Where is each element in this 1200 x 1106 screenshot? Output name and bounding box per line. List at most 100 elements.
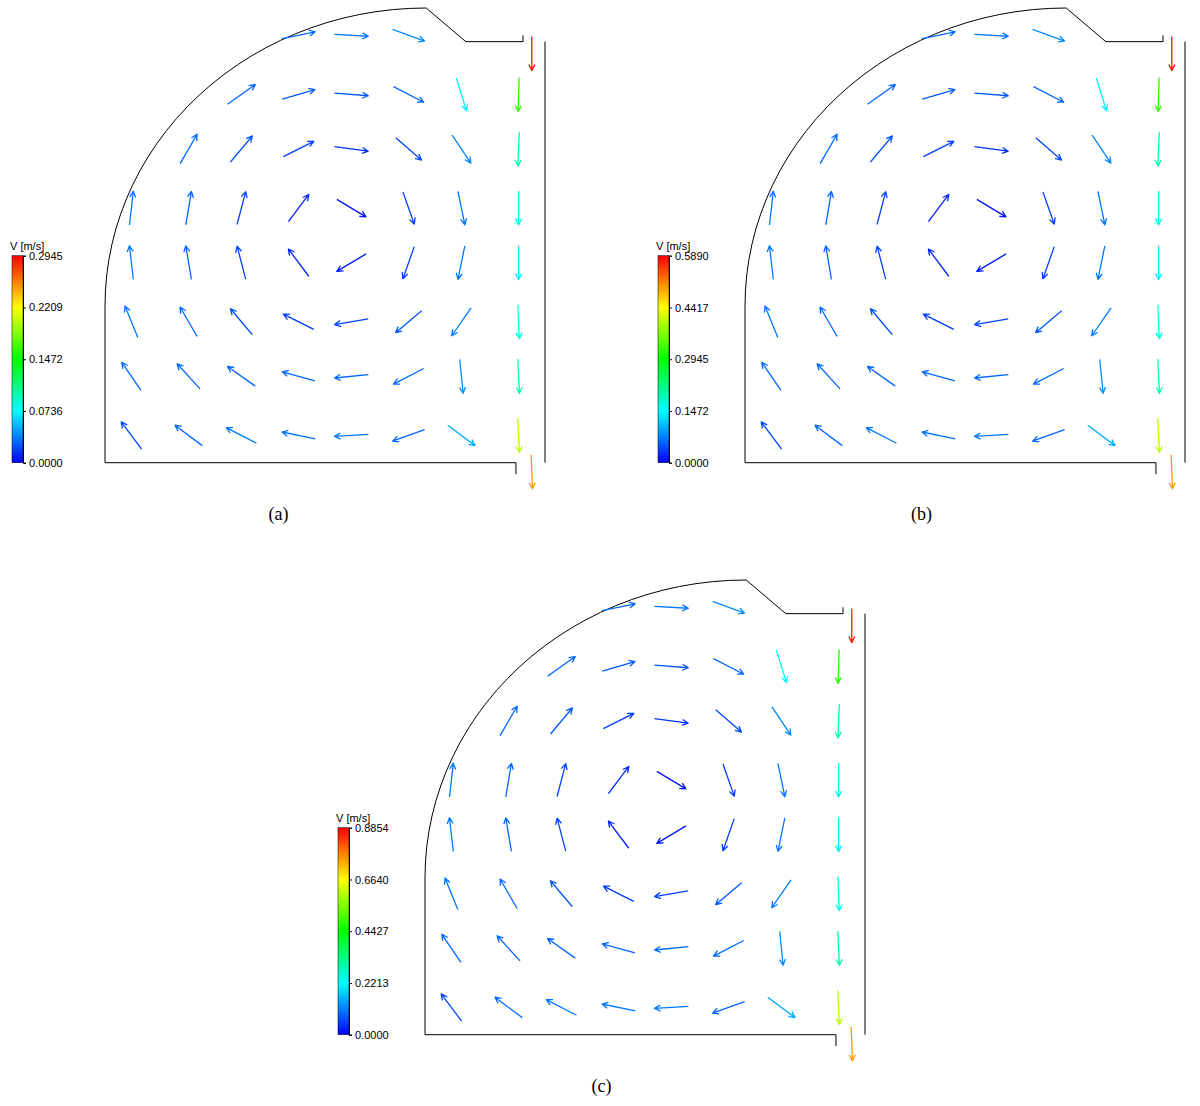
velocity-vector [557, 764, 567, 797]
colorbar-tick-label: 0.1472 [675, 405, 709, 417]
velocity-vector [337, 199, 366, 216]
velocity-vector [761, 422, 781, 449]
colorbar-tick: 0.1472 [669, 405, 709, 417]
velocity-vector [230, 136, 252, 162]
velocity-vector [177, 364, 200, 389]
velocity-vector [460, 359, 466, 393]
colorbar-tick-mark [23, 359, 26, 360]
velocity-vector [124, 306, 137, 337]
velocity-vector [714, 659, 744, 675]
velocity-vector [458, 191, 467, 224]
colorbar-tick: 0.2209 [23, 301, 63, 313]
colorbar-tick-label: 0.2209 [29, 301, 63, 313]
velocity-vector [722, 819, 734, 851]
velocity-vector [923, 314, 953, 329]
velocity-vector [129, 191, 135, 225]
domain-outline [523, 35, 524, 41]
colorbar-tick-mark [349, 1035, 352, 1036]
colorbar-label: V [m/s] [336, 812, 370, 824]
velocity-vector [778, 763, 787, 796]
colorbar-tick-mark [349, 983, 352, 984]
velocity-vector [334, 374, 368, 380]
velocity-vector [975, 147, 1009, 154]
velocity-vector [516, 305, 522, 339]
velocity-vector [654, 605, 688, 611]
velocity-vector [922, 371, 955, 381]
velocity-vector [713, 601, 745, 613]
colorbar-tick-label: 0.4417 [675, 302, 709, 314]
velocity-vector [836, 931, 842, 965]
velocity-vector [1036, 138, 1062, 160]
velocity-vector [394, 368, 424, 384]
velocity-vector [977, 199, 1006, 216]
colorbar-tick: 0.6640 [349, 873, 389, 885]
velocity-vector [335, 319, 369, 327]
colorbar-axis-line [670, 256, 673, 463]
velocity-vector [546, 1000, 576, 1016]
colorbar-tick: 0.4417 [669, 302, 709, 314]
velocity-vector [515, 132, 521, 166]
velocity-vector [556, 818, 566, 851]
velocity-vector [603, 886, 633, 901]
domain-outline [745, 8, 1163, 474]
velocity-vector [928, 249, 948, 276]
velocity-vector [548, 657, 576, 677]
velocity-vector [516, 246, 522, 280]
velocity-vector [1156, 418, 1162, 452]
colorbar-axis-line [350, 828, 353, 1035]
velocity-vector [974, 33, 1008, 39]
velocity-vector [127, 246, 133, 280]
velocity-vector [230, 309, 252, 335]
velocity-vector [288, 194, 308, 221]
velocity-vector [716, 883, 742, 905]
domain-outline [545, 42, 546, 463]
velocity-vector [449, 763, 455, 797]
colorbar-tick: 0.0000 [23, 457, 63, 469]
velocity-vector [334, 33, 368, 39]
colorbar-tick: 0.1472 [23, 353, 63, 365]
velocity-vector [836, 818, 842, 852]
velocity-vector [394, 87, 424, 103]
velocity-vector [403, 192, 415, 224]
velocity-vector [602, 1002, 635, 1011]
velocity-vector [835, 704, 841, 738]
velocity-vector [282, 88, 315, 99]
velocity-vector [849, 608, 855, 642]
colorbar-tick-mark [669, 359, 672, 360]
colorbar-tick-mark [23, 307, 26, 308]
velocity-vector [769, 191, 775, 225]
colorbar-scale [658, 256, 669, 463]
velocity-vector [1088, 425, 1115, 445]
figure: 0.00000.07360.14720.22090.2945V [m/s](a)… [0, 0, 1200, 1106]
colorbar-tick: 0.2945 [669, 353, 709, 365]
colorbar-tick-label: 0.4427 [355, 925, 389, 937]
velocity-vector [448, 425, 475, 445]
velocity-vector [402, 247, 414, 279]
velocity-vector [516, 418, 522, 452]
velocity-vector [876, 246, 886, 279]
velocity-vector [236, 246, 246, 279]
velocity-vector [516, 191, 522, 225]
velocity-vector [928, 194, 948, 221]
panel-caption: (c) [592, 1076, 612, 1097]
velocity-vector [657, 826, 686, 843]
velocity-vector [654, 664, 688, 670]
colorbar-tick-label: 0.0000 [29, 457, 63, 469]
colorbar-scale [338, 828, 349, 1035]
colorbar-tick-label: 0.0000 [675, 457, 709, 469]
velocity-vector [762, 362, 781, 390]
velocity-vector [923, 141, 953, 156]
velocity-vector [444, 878, 457, 909]
velocity-vector [1033, 29, 1065, 41]
velocity-vector [657, 771, 686, 788]
velocity-vector [824, 246, 832, 280]
velocity-vector [868, 85, 896, 105]
velocity-vector [1096, 246, 1105, 279]
colorbar: 0.00000.14720.29450.44170.5890V [m/s] [656, 240, 709, 469]
velocity-vector [1042, 247, 1054, 279]
velocity-vector [1034, 368, 1064, 384]
velocity-vector [772, 707, 791, 735]
velocity-vector [655, 719, 689, 726]
colorbar-tick-mark [23, 411, 26, 412]
velocity-vector [602, 943, 635, 953]
